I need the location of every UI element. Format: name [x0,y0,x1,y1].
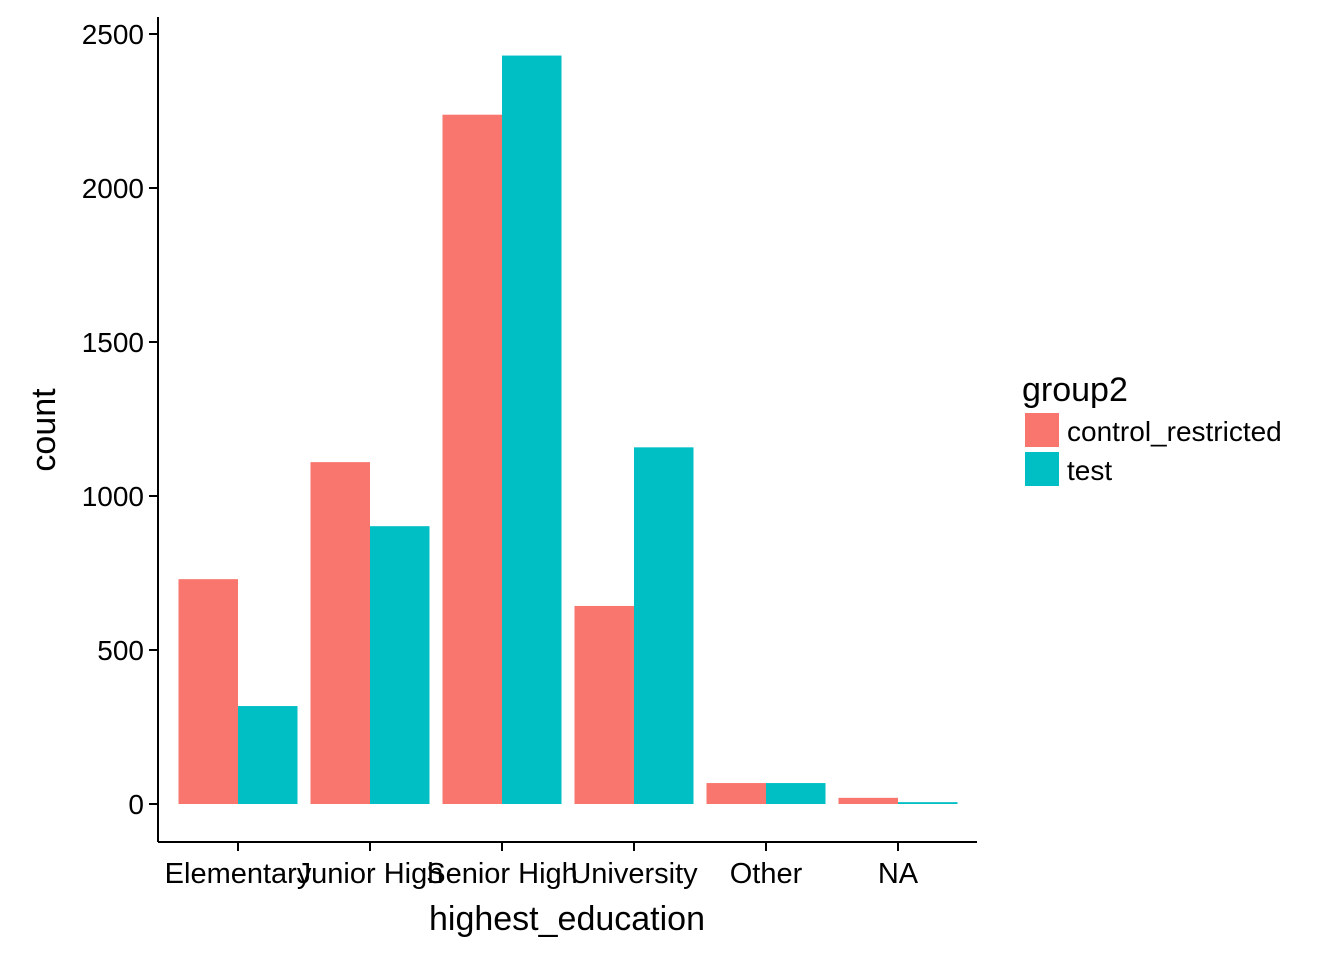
bar-control_restricted-other [706,783,766,804]
x-tick-label: Other [730,858,803,890]
y-tick-label: 2500 [82,19,144,50]
legend-title: group2 [1022,371,1128,409]
bar-test-other [766,783,826,804]
legend-swatch-test [1025,452,1059,486]
y-tick-label: 1500 [82,327,144,358]
x-tick-label: Junior High [297,858,444,890]
bar-control_restricted-junior-high [310,462,370,804]
y-axis-title: count [25,388,63,472]
y-axis: 0 500 1000 1500 2000 2500 [82,17,159,842]
x-axis-title: highest_education [429,900,705,938]
y-tick-label: 1000 [82,481,144,512]
bar-control_restricted-elementary [178,579,238,804]
x-tick-label: NA [878,858,919,890]
x-tick-label: Elementary [165,858,312,890]
bar-test-university [634,447,694,804]
bar-test-senior-high [502,55,562,805]
y-tick-label: 2000 [82,173,144,204]
bar-test-junior-high [370,526,430,804]
legend-label-control_restricted: control_restricted [1067,416,1282,447]
bar-test-na [898,802,958,804]
bar-test-elementary [238,706,298,804]
bar-control_restricted-senior-high [442,114,502,805]
bar-control_restricted-na [838,797,898,804]
y-tick-label: 0 [128,789,144,820]
x-tick-label: Senior High [426,858,578,890]
x-tick-label: University [570,858,698,890]
bar-control_restricted-university [574,605,634,804]
legend-label-test: test [1067,455,1112,486]
legend-swatch-control_restricted [1025,413,1059,447]
bars-layer [178,55,958,805]
y-tick-label: 500 [97,635,144,666]
